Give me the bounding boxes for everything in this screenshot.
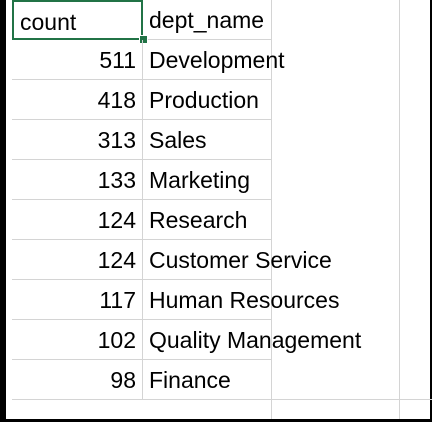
table-row: 117 Human Resources — [12, 280, 432, 320]
count-cell[interactable]: 117 — [12, 280, 143, 320]
dept-name-cell[interactable]: Quality Management — [143, 320, 361, 360]
fill-handle[interactable] — [139, 35, 148, 44]
table-row: 133 Marketing — [12, 160, 432, 200]
table-row: 418 Production — [12, 80, 432, 120]
count-cell[interactable]: 313 — [12, 120, 143, 160]
count-cell[interactable]: 102 — [12, 320, 143, 360]
gridline-row-11 — [12, 399, 432, 400]
dept-name-cell[interactable]: Human Resources — [143, 280, 339, 320]
table-row: 124 Research — [12, 200, 432, 240]
count-cell[interactable]: 511 — [12, 40, 143, 80]
table-row: 124 Customer Service — [12, 240, 432, 280]
table-row: 98 Finance — [12, 360, 432, 400]
dept-name-cell[interactable]: Customer Service — [143, 240, 332, 280]
gridline-col-d — [399, 0, 400, 419]
gridline-col-c — [271, 0, 272, 419]
table-row: 511 Development — [12, 40, 432, 80]
table-row: 313 Sales — [12, 120, 432, 160]
count-cell[interactable]: 124 — [12, 240, 143, 280]
header-row: count dept_name — [12, 0, 432, 40]
count-cell[interactable]: 124 — [12, 200, 143, 240]
count-cell[interactable]: 98 — [12, 360, 143, 400]
dept-name-cell[interactable]: Research — [143, 200, 271, 240]
cell-b1-dept-name-header[interactable]: dept_name — [143, 0, 271, 40]
dept-name-cell[interactable]: Production — [143, 80, 271, 120]
table-row: 102 Quality Management — [12, 320, 432, 360]
dept-name-cell[interactable]: Marketing — [143, 160, 271, 200]
cell-a1-count-header[interactable]: count — [12, 0, 143, 40]
count-cell[interactable]: 133 — [12, 160, 143, 200]
count-cell[interactable]: 418 — [12, 80, 143, 120]
spreadsheet-grid[interactable]: count dept_name 511 Development 418 Prod… — [12, 0, 432, 419]
dept-name-cell[interactable]: Sales — [143, 120, 271, 160]
dept-name-cell[interactable]: Finance — [143, 360, 271, 400]
dept-name-cell[interactable]: Development — [143, 40, 285, 80]
